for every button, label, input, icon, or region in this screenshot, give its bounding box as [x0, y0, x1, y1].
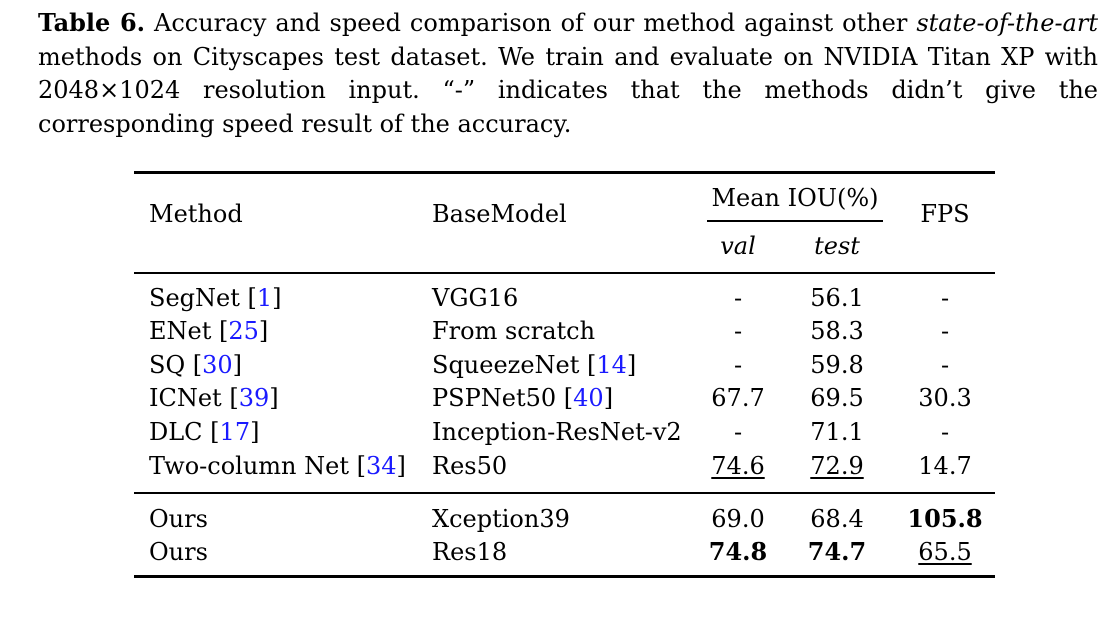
header-test: test [814, 232, 860, 260]
citation-link[interactable]: 17 [219, 418, 251, 446]
row-val: - [733, 317, 743, 345]
row-basemodel: PSPNet50 [40] [432, 384, 614, 412]
row-method: ENet [25] [149, 317, 269, 345]
row-fps: 30.3 [918, 384, 972, 412]
row-method: Two-column Net [34] [149, 452, 406, 480]
citation-link[interactable]: 30 [202, 351, 233, 379]
row-test: 59.8 [810, 351, 864, 379]
mid-rule [134, 492, 995, 494]
row-val: - [733, 418, 743, 446]
header-basemodel: BaseModel [432, 200, 567, 228]
caption-italic: state-of-the-art [916, 9, 1098, 37]
ours-test: 68.4 [810, 505, 864, 533]
ours-val-best: 74.8 [708, 537, 768, 566]
row-test: 56.1 [810, 284, 864, 312]
header-method: Method [149, 200, 243, 228]
row-fps: - [940, 317, 950, 345]
ours-basemodel: Res18 [432, 538, 508, 566]
row-val: - [733, 284, 743, 312]
table-caption: Table 6. Accuracy and speed comparison o… [38, 6, 1098, 141]
row-val: 67.7 [711, 384, 765, 412]
caption-label: Table 6. [38, 8, 146, 37]
header-mean-iou: Mean IOU(%) [711, 184, 879, 212]
caption-text-1: Accuracy and speed comparison of our met… [145, 9, 917, 37]
ours-val: 69.0 [711, 505, 765, 533]
header-rule [134, 272, 995, 274]
caption-text-2: methods on Cityscapes test dataset. We t… [38, 42, 1098, 138]
row-basemodel: From scratch [432, 317, 596, 345]
header-val: val [720, 232, 756, 260]
row-fps: 14.7 [918, 452, 972, 480]
row-fps: - [940, 418, 950, 446]
row-basemodel: VGG16 [432, 284, 519, 312]
ours-method: Ours [149, 505, 208, 533]
row-fps: - [940, 351, 950, 379]
row-basemodel: SqueezeNet [14] [432, 351, 637, 379]
row-method: ICNet [39] [149, 384, 279, 412]
ours-fps-best: 105.8 [907, 504, 983, 533]
ours-basemodel: Xception39 [432, 505, 570, 533]
row-method: SQ [30] [149, 351, 243, 379]
row-test: 72.9 [797, 452, 877, 480]
bottom-rule [134, 575, 995, 578]
ours-test-best: 74.7 [807, 537, 867, 566]
header-fps: FPS [920, 200, 970, 228]
row-test: 58.3 [810, 317, 864, 345]
citation-link[interactable]: 34 [365, 452, 397, 480]
underlined-value: 65.5 [918, 538, 972, 566]
underlined-value: 74.6 [711, 452, 765, 480]
row-fps: - [940, 284, 950, 312]
ours-fps: 65.5 [905, 538, 985, 566]
row-basemodel: Inception-ResNet-v2 [432, 418, 682, 446]
citation-link[interactable]: 39 [238, 384, 270, 412]
row-method: DLC [17] [149, 418, 260, 446]
citation-link[interactable]: 25 [228, 317, 259, 345]
top-rule [134, 171, 995, 174]
underlined-value: 72.9 [810, 452, 864, 480]
row-method: SegNet [1] [149, 284, 282, 312]
citation-link[interactable]: 1 [256, 284, 273, 312]
row-test: 71.1 [810, 418, 864, 446]
row-val: - [733, 351, 743, 379]
row-basemodel: Res50 [432, 452, 508, 480]
row-test: 69.5 [810, 384, 864, 412]
citation-link[interactable]: 40 [573, 384, 604, 412]
ours-method: Ours [149, 538, 208, 566]
miou-cmidrule [707, 220, 883, 222]
row-val: 74.6 [698, 452, 778, 480]
citation-link[interactable]: 14 [596, 351, 627, 379]
